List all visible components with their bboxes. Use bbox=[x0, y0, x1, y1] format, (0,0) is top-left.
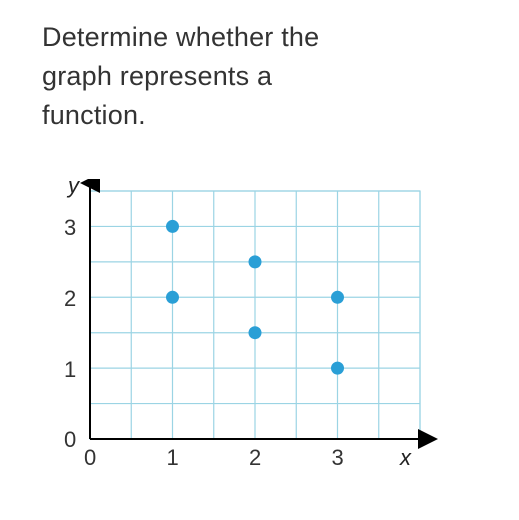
y-tick-label: 3 bbox=[64, 215, 76, 241]
y-tick-label: 0 bbox=[64, 427, 76, 453]
x-tick-label: 3 bbox=[332, 445, 344, 471]
question-line-3: function. bbox=[42, 100, 146, 130]
x-tick-label: 1 bbox=[167, 445, 179, 471]
question-line-2: graph represents a bbox=[42, 61, 272, 91]
chart-svg bbox=[42, 179, 462, 479]
y-tick-label: 1 bbox=[64, 357, 76, 383]
x-tick-label: 0 bbox=[84, 445, 96, 471]
question-line-1: Determine whether the bbox=[42, 22, 319, 52]
scatter-chart: y x 01230123 bbox=[42, 179, 462, 479]
x-axis-variable: x bbox=[400, 445, 411, 471]
x-tick-label: 2 bbox=[249, 445, 261, 471]
y-axis-variable: y bbox=[68, 173, 79, 199]
question-text: Determine whether the graph represents a… bbox=[42, 18, 519, 135]
y-tick-label: 2 bbox=[64, 286, 76, 312]
